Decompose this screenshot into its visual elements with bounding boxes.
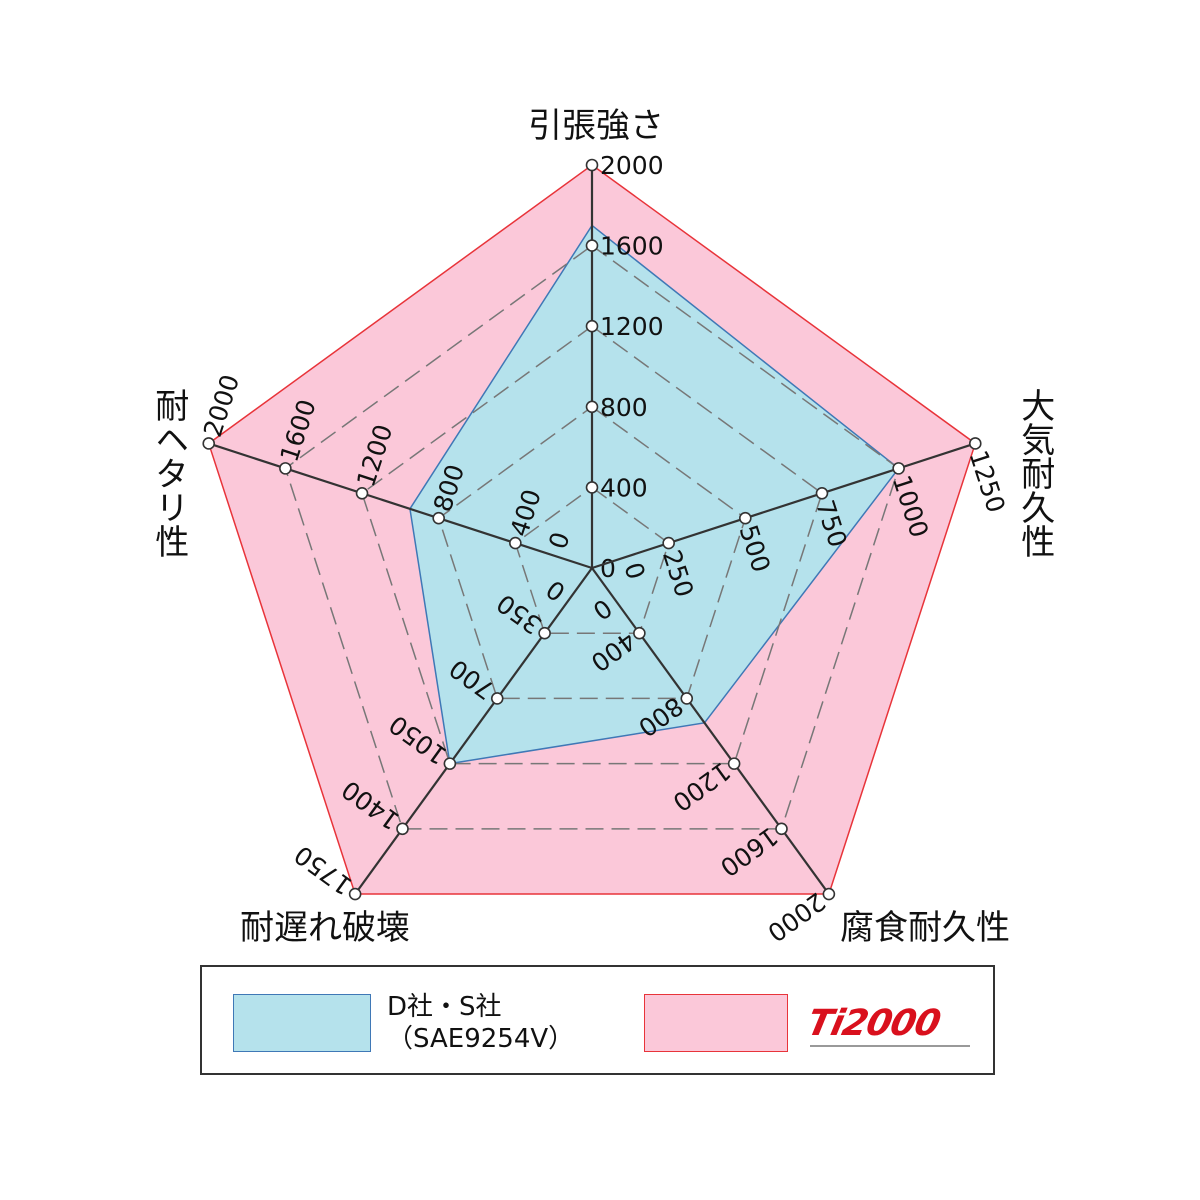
tick-label: 2000: [762, 887, 831, 948]
tick-marker: [585, 400, 599, 414]
legend-label-dsha: D社・S社 （SAE9254V）: [387, 991, 574, 1055]
tick-marker: [968, 437, 982, 450]
tick-label: 1200: [600, 312, 664, 341]
tick-label: 0: [600, 554, 616, 583]
axis-title-tensile: 引張強さ: [528, 106, 664, 146]
grid-ring-3: [361, 325, 823, 765]
axis-line-3: [354, 567, 593, 895]
legend-swatch-dsha: [233, 994, 371, 1052]
tick-marker: [892, 462, 905, 475]
tick-marker: [739, 511, 752, 525]
tick-marker: [585, 481, 599, 494]
tick-marker: [585, 319, 599, 333]
axis-line-4: [208, 442, 593, 570]
tick-marker: [822, 887, 836, 901]
tick-marker: [680, 692, 694, 705]
series-area-dsha: [409, 224, 900, 765]
axis-title-corrosion: 腐食耐久性: [840, 908, 1010, 948]
tick-label: 2000: [600, 151, 664, 180]
axis-title-atmospheric: 大気耐久性: [1014, 388, 1055, 558]
tick-marker: [727, 757, 741, 770]
tick-marker: [585, 239, 599, 252]
axis-title-sag: 耐ヘタリ性: [148, 388, 189, 558]
tick-marker: [355, 486, 369, 500]
tick-marker: [348, 887, 362, 901]
tick-marker: [775, 822, 788, 836]
legend-swatch-ti2000: [644, 994, 788, 1052]
tick-marker: [443, 757, 457, 770]
tick-marker: [202, 437, 216, 450]
logo-subline: [810, 1045, 970, 1047]
tick-marker: [396, 822, 409, 836]
tick-marker: [279, 462, 292, 475]
grid-ring-4: [284, 244, 900, 830]
grid-ring-1: [514, 486, 670, 634]
tick-label: 400: [600, 473, 648, 502]
axis-line-2: [591, 567, 830, 895]
tick-label: 1250: [963, 447, 1010, 516]
tick-marker: [662, 536, 675, 550]
legend-label-line1: D社・S社: [387, 992, 502, 1022]
tick-marker: [490, 692, 504, 705]
axis-title-delayed-fracture: 耐遅れ破壊: [240, 908, 410, 948]
ti2000-logo: Ti2000: [803, 1003, 944, 1044]
tick-marker: [633, 626, 646, 640]
tick-marker: [432, 511, 445, 525]
tick-label: 1600: [600, 232, 664, 261]
tick-marker: [509, 536, 522, 550]
legend-label-line2: （SAE9254V）: [387, 1024, 575, 1054]
axis-line-1: [591, 442, 976, 570]
tick-marker: [538, 626, 551, 640]
tick-marker: [815, 486, 829, 500]
tick-label: 800: [600, 393, 648, 422]
legend: D社・S社 （SAE9254V） Ti2000: [200, 965, 995, 1075]
tick-marker: [585, 158, 599, 172]
grid-ring-2: [437, 405, 747, 700]
